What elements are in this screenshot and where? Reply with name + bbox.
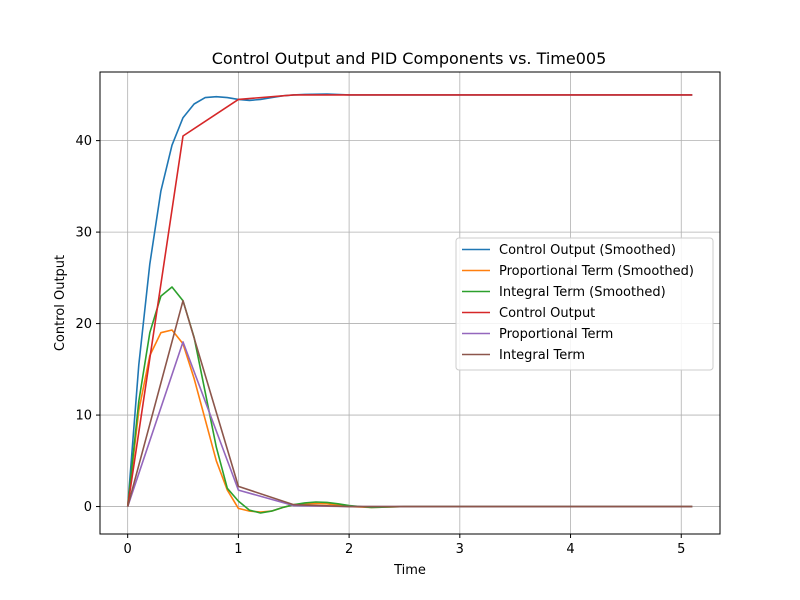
legend-entry-1: Control Output (Smoothed) [499, 243, 676, 258]
y-tick-label: 40 [75, 134, 92, 149]
y-tick-label: 30 [75, 226, 92, 241]
x-tick-label: 2 [345, 542, 353, 557]
y-tick-label: 10 [75, 409, 92, 424]
legend-frame [455, 237, 714, 371]
series-line-6 [126, 299, 693, 508]
legend: Control Output (Smoothed) Proportional Te… [455, 237, 714, 371]
x-tick-label: 0 [124, 542, 132, 557]
legend-entry-6: Integral Term [499, 348, 585, 363]
legend-entry-3: Integral Term (Smoothed) [499, 285, 666, 300]
plot-frame [99, 71, 721, 535]
legend-entry-4: Control Output [499, 306, 595, 321]
x-tick-label: 4 [566, 542, 574, 557]
y-axis-label: Control Output [53, 255, 68, 351]
x-tick-label: 5 [677, 542, 685, 557]
chart-title: Control Output and PID Components vs. Ti… [212, 49, 607, 68]
x-tick-label: 3 [456, 542, 464, 557]
series-line-4 [126, 94, 693, 507]
x-axis-label: Time [393, 563, 426, 578]
x-tick-label: 1 [234, 542, 242, 557]
y-tick-label: 20 [75, 317, 92, 332]
y-tick-label: 0 [84, 500, 92, 515]
legend-entry-2: Proportional Term (Smoothed) [499, 264, 694, 279]
ticks: 0 1 2 3 4 5 0 10 20 30 40 [75, 134, 685, 557]
series-layer [126, 93, 693, 514]
legend-entry-5: Proportional Term [499, 327, 613, 342]
